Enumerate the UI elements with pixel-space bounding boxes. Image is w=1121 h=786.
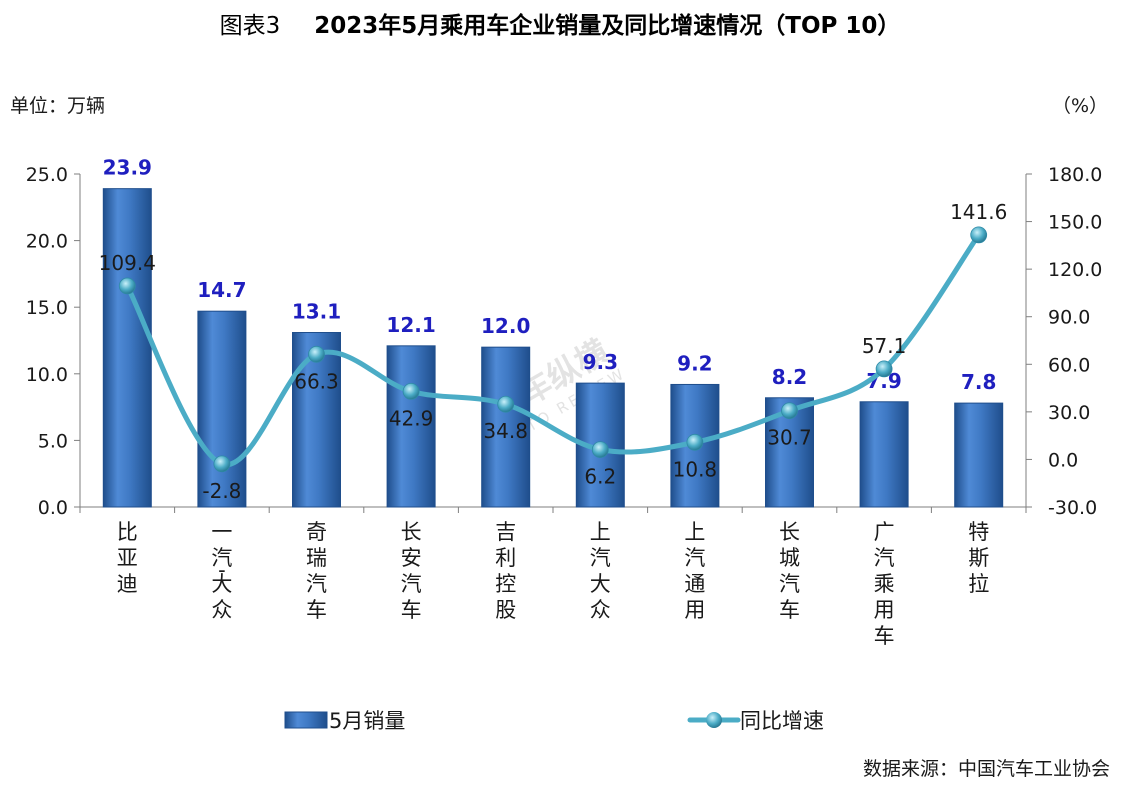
growth-value-label: 42.9 [389,406,434,430]
category-label: 一汽-大众 [211,520,232,622]
category-label: 奇瑞汽车 [306,520,327,622]
data-source: 数据来源：中国汽车工业协会 [863,758,1110,780]
bar-value-label: 8.2 [772,365,807,389]
chart-title: 图表3 2023年5月乘用车企业销量及同比增速情况（TOP 10） [220,12,901,39]
bar-10 [954,402,1004,508]
growth-value-label: 141.6 [950,200,1007,224]
category-label: 比亚迪 [117,520,138,596]
bar-2 [197,310,247,508]
right-tick-label: 90.0 [1048,307,1090,329]
right-tick-label: -30.0 [1048,497,1097,519]
growth-value-label: 66.3 [294,369,339,393]
growth-marker-4 [402,383,420,400]
legend-marker-swatch [706,712,722,728]
growth-value-label: 30.7 [767,426,812,450]
right-axis-unit: （%） [1052,95,1108,117]
right-tick-label: 150.0 [1048,212,1102,234]
right-tick-label: 120.0 [1048,259,1102,281]
bar-value-label: 12.0 [481,314,530,338]
legend-label-sales: 5月销量 [329,709,405,733]
legend-item-growth: 同比增速 [687,709,824,733]
title-main: 2023年5月乘用车企业销量及同比增速情况（TOP 10） [314,12,900,39]
growth-line-layer [118,226,988,473]
category-labels: 比亚迪 一汽-大众 奇瑞汽车 长安汽车 吉利控股 上汽大众 上汽通用 长城汽车 广汽乘用车 特斯拉 [117,520,989,648]
bars [102,188,1004,508]
growth-line [124,232,982,468]
bar-value-label: 9.2 [677,351,712,375]
category-label: 特斯拉 [968,520,989,596]
left-tick-label: 0.0 [38,497,68,519]
bar-value-label: 23.9 [103,156,152,180]
growth-value-label: -2.8 [202,479,241,503]
growth-marker-5 [497,395,515,413]
growth-value-label: 109.4 [99,251,156,275]
growth-marker-3 [308,345,325,363]
growth-value-label: 6.2 [584,465,616,489]
category-label: 广汽乘用车 [874,520,895,648]
left-tick-label: 25.0 [26,164,68,186]
category-label: 上汽通用 [684,520,705,622]
left-axis-unit: 单位：万辆 [10,95,105,117]
category-label: 长安汽车 [401,520,422,622]
bar-5 [481,346,531,508]
growth-value-label: 57.1 [862,334,907,358]
bar-value-label: 9.3 [583,350,618,374]
legend-item-sales: 5月销量 [284,709,405,733]
growth-labels: 109.4 -2.8 66.3 42.9 34.8 6.2 10.8 30.7 57.1 141.… [99,200,1008,503]
legend-bar-swatch [284,711,328,729]
left-tick-label: 20.0 [26,231,68,253]
growth-marker-10 [970,226,988,244]
category-label: 长城汽车 [779,520,800,622]
left-tick-label: 15.0 [26,297,68,319]
right-tick-label: 30.0 [1048,402,1090,424]
right-tick-label: 180.0 [1048,164,1102,186]
growth-marker-9 [875,360,893,378]
growth-marker-7 [686,433,704,451]
legend: 5月销量 同比增速 [284,709,824,733]
bar-1 [102,188,152,508]
growth-value-label: 34.8 [483,419,528,443]
bar-9 [859,401,909,508]
left-tick-label: 5.0 [38,430,68,452]
left-tick-label: 10.0 [26,364,68,386]
bar-labels: 23.914.713.112.1 12.09.3 9.28.2 7.9 7.8 [103,156,997,394]
legend-label-growth: 同比增速 [740,709,824,733]
growth-marker-8 [781,402,798,420]
category-label: 上汽大众 [590,520,611,622]
bar-value-label: 7.8 [961,370,996,394]
title-prefix: 图表3 [220,13,281,39]
bar-value-label: 13.1 [292,300,341,324]
right-tick-label: 0.0 [1048,449,1078,471]
right-tick-label: 60.0 [1048,354,1090,376]
bar-value-label: 12.1 [386,313,435,337]
growth-marker-6 [591,441,609,458]
category-label: 吉利控股 [495,520,516,622]
growth-marker-2 [213,455,231,473]
bar-4 [386,345,436,508]
growth-marker-1 [118,277,136,295]
bar-value-label: 14.7 [197,278,246,302]
growth-value-label: 10.8 [673,457,718,481]
axes: 0.0 5.0 10.0 15.0 20.0 25.0 -30.0 0.0 30.0 60.0 90… [26,164,1103,519]
